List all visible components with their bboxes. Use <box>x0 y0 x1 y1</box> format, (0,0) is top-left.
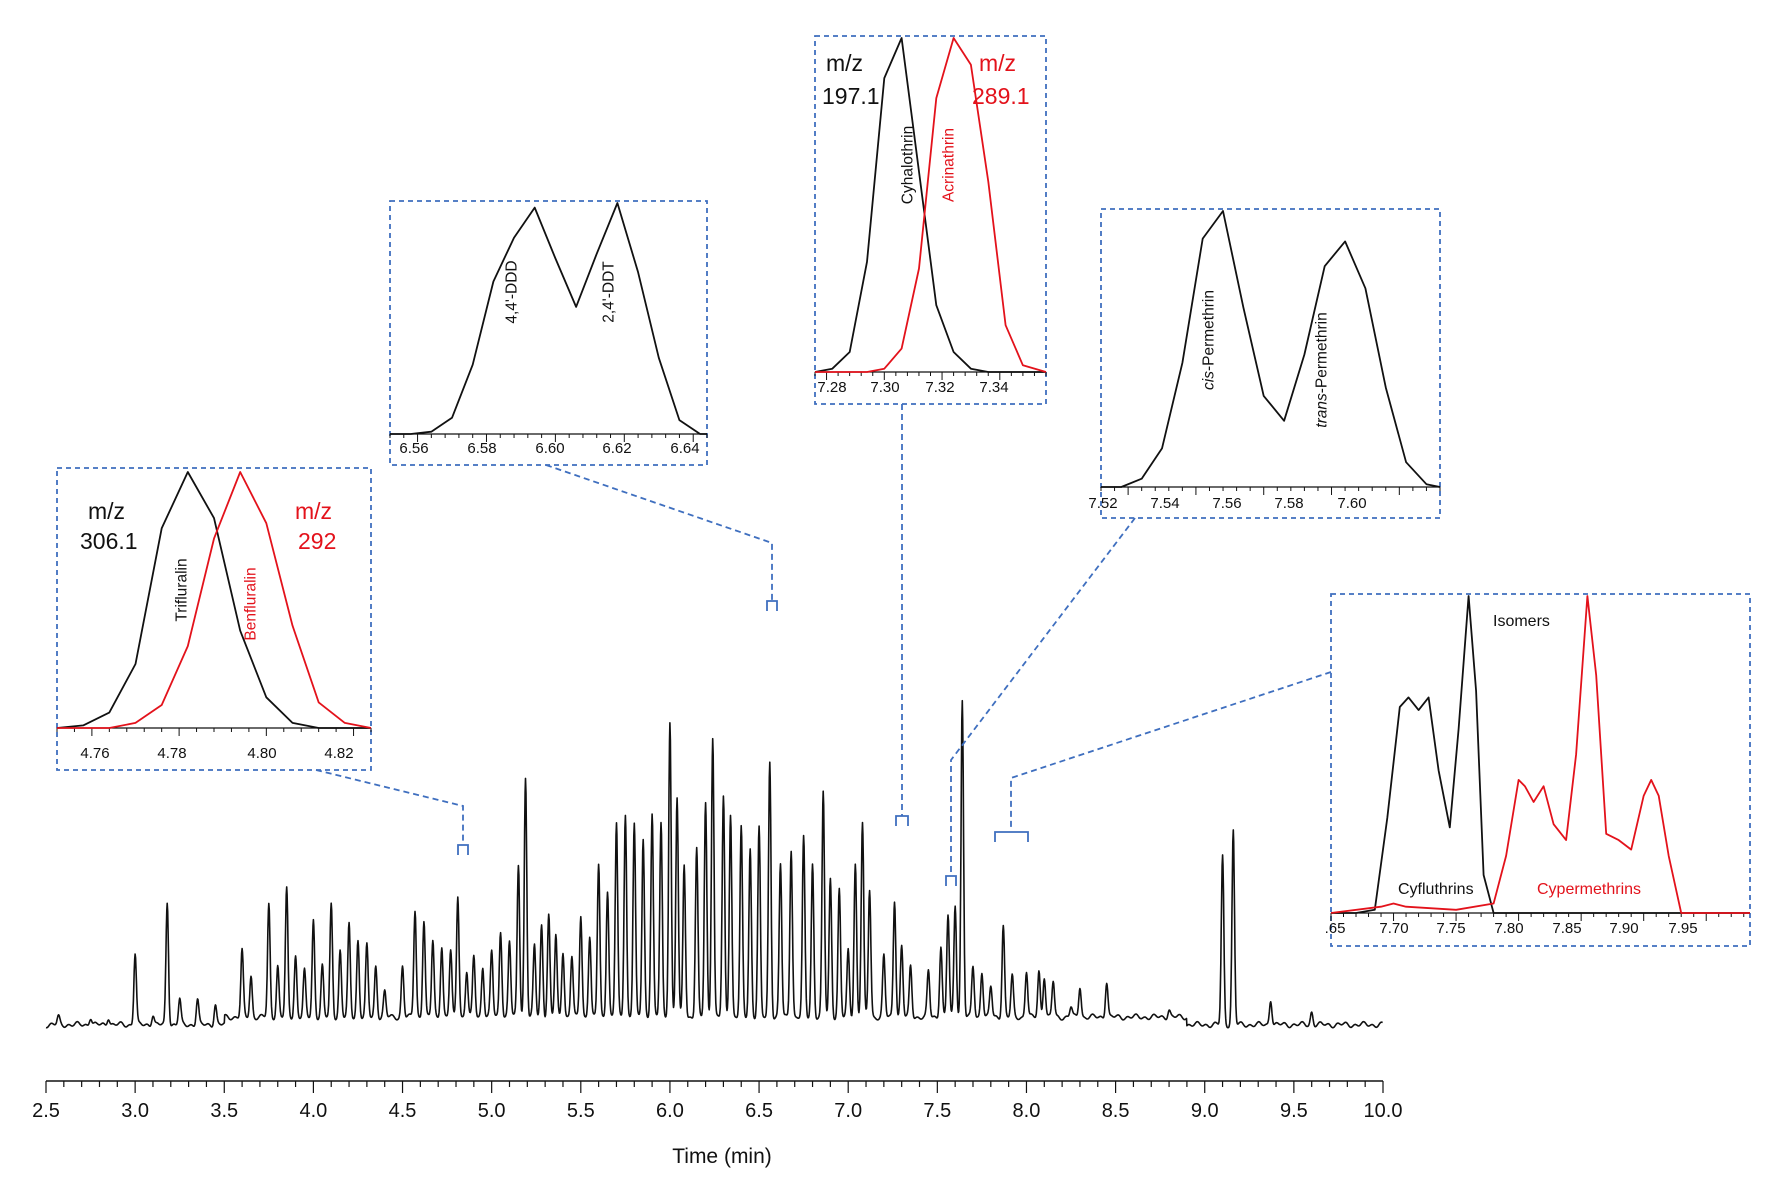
inset-series-line <box>1330 595 1750 914</box>
bracket-cyhalothrin <box>895 815 909 826</box>
leader-permethrin <box>950 517 1136 876</box>
inset-frame <box>814 35 1047 405</box>
inset-series-line <box>57 471 372 729</box>
bracket-trifluralin <box>457 844 469 855</box>
leader-cyfluthrins <box>1010 671 1332 830</box>
inset-series-line <box>815 37 1047 373</box>
inset-series-line <box>56 471 371 729</box>
leader-ddt <box>545 464 773 601</box>
inset-ddd-ddt <box>389 200 708 466</box>
inset-frame <box>56 467 372 771</box>
inset-frame <box>1100 208 1441 519</box>
inset-panels <box>56 35 1751 947</box>
inset-series-line <box>814 37 1046 373</box>
main-chromatogram <box>45 699 1384 1093</box>
inset-cyhalothrin-acrinathrin <box>814 35 1047 405</box>
inset-frame <box>1330 593 1751 947</box>
bracket-ddt <box>766 600 778 611</box>
leader-lines <box>315 404 1332 886</box>
inset-series-line <box>1331 595 1750 914</box>
bracket-permethrin <box>945 875 957 886</box>
bracket-cyfluthrins <box>994 831 1029 842</box>
leader-trifluralin <box>315 769 464 845</box>
inset-series-line <box>1101 210 1441 488</box>
main-trace <box>45 699 1384 1029</box>
inset-cyfluthrins-cypermethrins <box>1330 593 1751 947</box>
inset-permethrin <box>1100 208 1441 519</box>
inset-series-line <box>390 202 707 435</box>
inset-trifluralin-benfluralin <box>56 467 372 771</box>
